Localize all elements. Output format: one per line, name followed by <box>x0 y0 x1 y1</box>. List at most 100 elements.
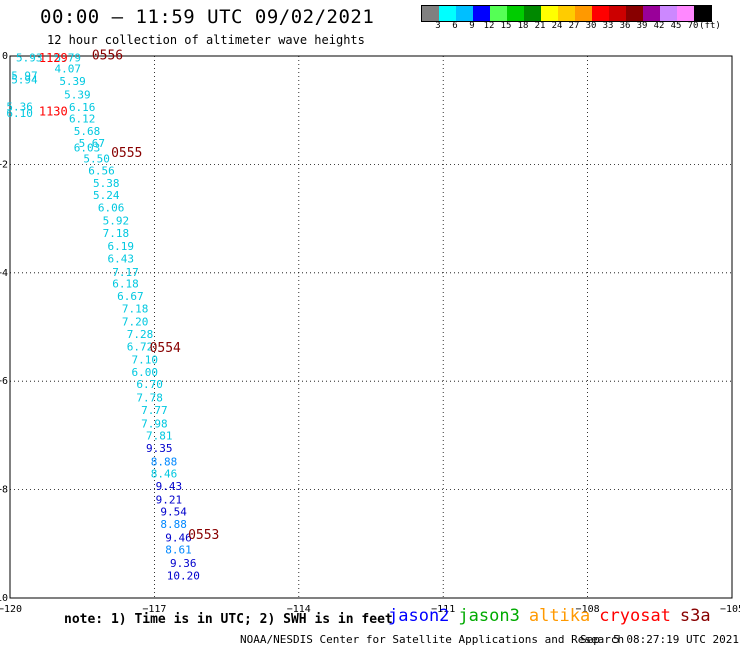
colorbar-cell <box>626 6 643 21</box>
colorbar-cell <box>541 6 558 21</box>
chart-subtitle: 12 hour collection of altimeter wave hei… <box>47 33 365 47</box>
y-tick-label: −4 <box>0 268 8 279</box>
data-label-s3a: 4.07 <box>55 63 82 76</box>
pass-time-label: 0554 <box>150 341 181 356</box>
data-label-s3a: 5.92 <box>103 214 130 227</box>
data-label-s3a: 7.18 <box>122 303 149 316</box>
data-label-s3a: 5.50 <box>83 153 110 166</box>
legend-cryosat: cryosat <box>599 606 671 626</box>
x-tick-label: −114 <box>287 604 311 615</box>
colorbar-label: 27 <box>568 21 580 31</box>
data-label-s3a: 7.18 <box>103 227 130 240</box>
satellite-legend: jason2 jason3 altika cryosat s3a <box>388 606 720 626</box>
colorbar-cell <box>575 6 592 21</box>
colorbar-cell <box>677 6 694 21</box>
data-label-s3a: 8.61 <box>165 543 192 556</box>
data-label-s3a: 5.38 <box>93 177 120 190</box>
chart-title: 00:00 – 11:59 UTC 09/02/2021 <box>40 6 375 28</box>
colorbar-label: 42 <box>653 21 665 31</box>
legend-s3a: s3a <box>679 606 711 626</box>
colorbar-label: 18 <box>517 21 529 31</box>
colorbar-label: 33 <box>602 21 614 31</box>
colorbar-label: 21 <box>534 21 546 31</box>
data-label-s3a: 5.97 <box>11 70 38 83</box>
colorbar-cell <box>456 6 473 21</box>
colorbar-cell <box>609 6 626 21</box>
data-label-s3a: 7.81 <box>146 429 173 442</box>
x-tick-label: −111 <box>431 604 455 615</box>
data-label-s3a: 5.79 <box>55 52 82 65</box>
colorbar-label: 30 <box>585 21 597 31</box>
pass-time-label: 0555 <box>111 146 142 161</box>
data-label-s3a: 6.18 <box>112 278 139 291</box>
x-tick-label: −120 <box>0 604 22 615</box>
data-label-cryosat: 1130 <box>39 104 68 118</box>
data-label-s3a: 6.12 <box>69 112 96 125</box>
data-label-s3a: 7.10 <box>132 354 159 367</box>
data-label-s3a: 6.16 <box>69 101 96 114</box>
data-label-s3a: 10.20 <box>167 569 200 582</box>
colorbar-label: 3 <box>435 21 441 31</box>
data-label-s3a: 9.36 <box>170 557 197 570</box>
data-label-s3a: 8.88 <box>151 456 178 469</box>
pass-time-label: 0556 <box>92 49 123 64</box>
colorbar-cell <box>524 6 541 21</box>
data-label-s3a: 6.03 <box>74 142 101 155</box>
data-label-s3a: 5.93 <box>16 52 43 65</box>
data-label-s3a: 6.10 <box>6 107 33 120</box>
data-label-s3a: 7.78 <box>136 392 163 405</box>
data-label-s3a: 5.36 <box>6 100 33 113</box>
colorbar-cell <box>694 6 711 21</box>
y-tick-label: −6 <box>0 376 8 387</box>
data-label-s3a: 6.67 <box>117 290 144 303</box>
colorbar-cell <box>643 6 660 21</box>
colorbar-cell <box>592 6 609 21</box>
colorbar-cell <box>660 6 677 21</box>
data-label-s3a: 9.35 <box>146 442 173 455</box>
colorbar-cell <box>490 6 507 21</box>
colorbar-label: 12 <box>483 21 495 31</box>
data-label-s3a: 7.17 <box>112 266 139 279</box>
data-label-s3a: 6.70 <box>136 378 163 391</box>
data-label-s3a: 5.39 <box>64 89 91 102</box>
data-label-s3a: 9.46 <box>165 531 192 544</box>
colorbar-cell <box>507 6 524 21</box>
data-label-s3a: 6.00 <box>132 366 159 379</box>
colorbar-label: 39 <box>636 21 648 31</box>
colorbar-label: 15 <box>500 21 512 31</box>
x-tick-label: −108 <box>576 604 600 615</box>
generated-timestamp: Sep 5 08:27:19 UTC 2021 <box>580 633 739 646</box>
data-label-s3a: 5.94 <box>11 73 38 86</box>
colorbar-label: 9 <box>469 21 475 31</box>
colorbar-cell <box>558 6 575 21</box>
data-label-s3a: 5.68 <box>74 125 101 138</box>
colorbar-cell <box>439 6 456 21</box>
pass-time-label: 0553 <box>188 528 219 543</box>
x-tick-label: −105 <box>720 604 740 615</box>
data-label-s3a: 8.46 <box>151 467 178 480</box>
data-label-s3a: 9.21 <box>156 493 183 506</box>
data-label-s3a: 7.28 <box>127 328 154 341</box>
data-label-s3a: 9.43 <box>156 480 183 493</box>
data-label-s3a: 8.88 <box>160 518 187 531</box>
colorbar-label: 24 <box>551 21 563 31</box>
footnote: note: 1) Time is in UTC; 2) SWH is in fe… <box>64 612 393 627</box>
colorbar-label: 6 <box>452 21 458 31</box>
y-tick-label: −10 <box>0 593 8 604</box>
y-tick-label: 0 <box>2 51 8 62</box>
legend-jason2: jason2 <box>388 606 450 626</box>
data-label-s3a: 9.54 <box>160 505 187 518</box>
colorbar-label: 36 <box>619 21 631 31</box>
colorbar-cell <box>473 6 490 21</box>
data-label-s3a: 6.19 <box>107 240 134 253</box>
data-label-s3a: 7.98 <box>141 418 168 431</box>
data-label-s3a: 6.72 <box>127 341 154 354</box>
data-label-s3a: 7.20 <box>122 316 149 329</box>
legend-altika: altika <box>528 606 591 626</box>
legend-jason3: jason3 <box>458 606 520 626</box>
data-label-s3a: 6.56 <box>88 164 115 177</box>
colorbar-label: 45 <box>670 21 682 31</box>
data-label-s3a: 5.67 <box>79 137 106 150</box>
colorbar-cell <box>422 6 439 21</box>
